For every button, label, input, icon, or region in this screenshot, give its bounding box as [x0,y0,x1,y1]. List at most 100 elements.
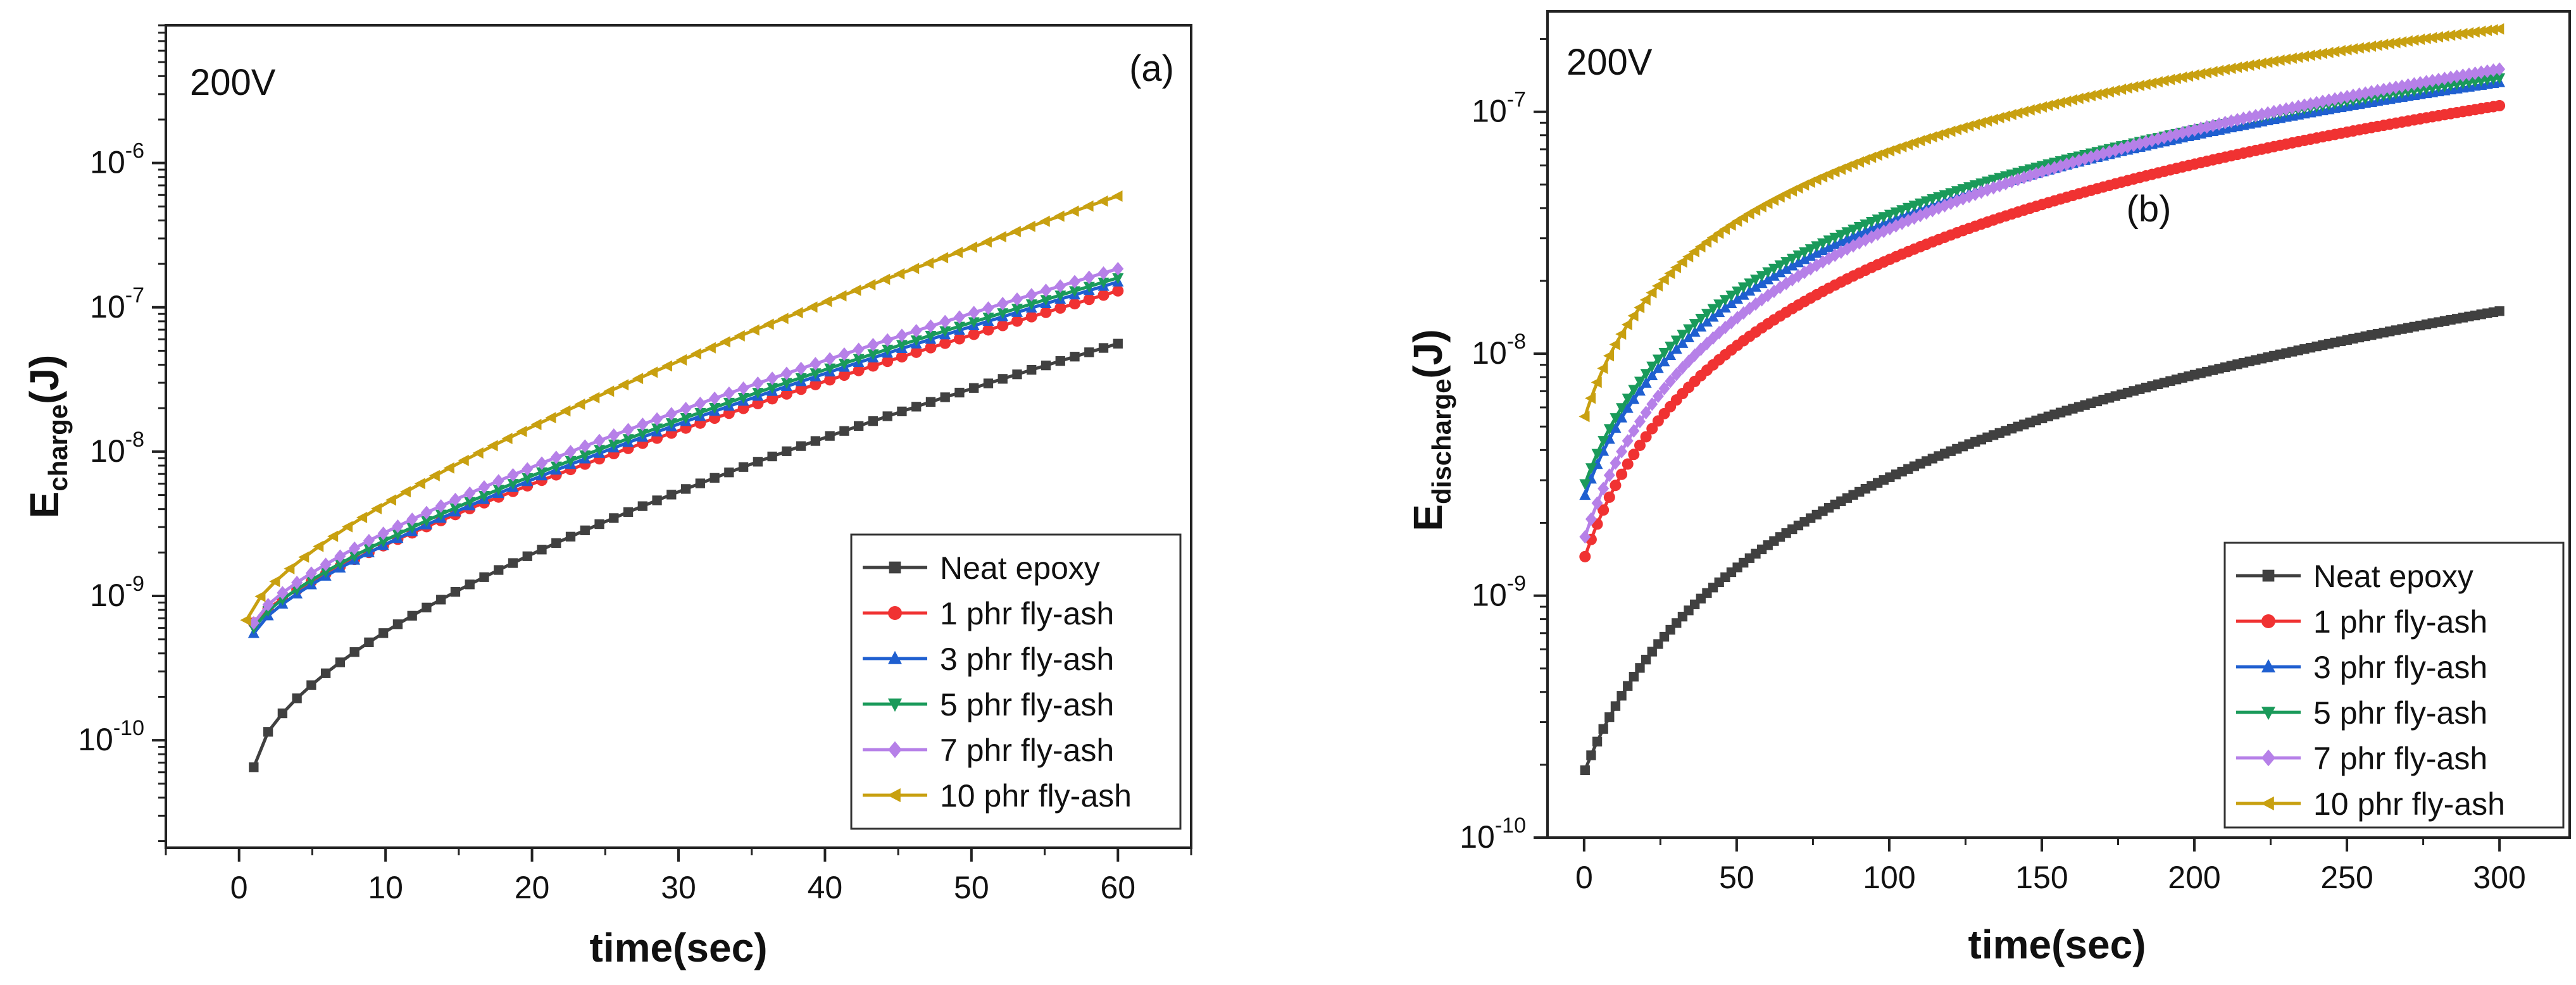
data-point [1701,309,1713,320]
data-point [1890,219,1902,233]
data-point [1878,212,1890,223]
data-point [522,551,532,561]
data-point [1604,712,1615,722]
data-point [1640,431,1652,443]
data-point [997,374,1008,384]
data-point [1112,273,1124,285]
data-point [2158,75,2169,87]
data-point [1635,663,1645,673]
data-point [838,369,850,381]
data-point [1835,245,1847,259]
legend-label: Neat epoxy [940,550,1100,586]
data-point [1112,285,1124,297]
data-point [1860,233,1872,247]
data-point [2084,90,2096,102]
data-point [1634,376,1646,388]
data-point [968,328,980,340]
data-point [680,484,691,494]
data-point [2494,100,2506,112]
axis-ticks: 0 10 20 30 40 50 60 10-10 10-9 10-8 10-7 10-6 [78,24,1192,905]
data-point [2048,98,2060,110]
data-point [2200,66,2211,78]
data-point [1586,750,1596,760]
y-axis-label-text: Echarge(J) [22,355,73,519]
data-point [1098,343,1109,353]
data-point [2292,51,2303,63]
data-point [780,378,792,389]
data-point [1651,280,1663,292]
data-point [349,551,361,562]
data-point [923,257,934,269]
data-point [997,319,1009,331]
data-point [896,328,908,342]
data-point [1591,449,1603,460]
data-point [1024,220,1035,232]
data-point [651,423,663,435]
data-point [839,426,849,436]
data-point [1634,439,1646,451]
data-point [1706,232,1718,244]
data-point [1689,326,1701,337]
data-point [2237,111,2249,125]
data-point [1718,223,1730,235]
data-point [1756,271,1768,282]
data-point [651,412,663,426]
data-point [508,558,518,568]
x-tick-label: 20 [515,870,550,905]
data-point [2475,25,2486,37]
data-point [1639,294,1651,306]
data-point [2432,31,2443,43]
data-point [1083,294,1095,306]
data-point [1804,244,1816,256]
data-point [1658,381,1670,396]
data-point [2450,28,2461,40]
series-neat-epoxy [249,338,1123,772]
data-point [968,306,980,319]
data-point [465,579,475,590]
data-point [2188,69,2199,81]
x-tick-label: 0 [1575,860,1593,895]
data-point [951,247,963,259]
data-point [2042,99,2053,111]
data-point [1597,481,1610,496]
data-point [680,402,692,416]
data-point [422,602,432,612]
data-point [1939,199,1951,213]
data-point [652,495,662,505]
data-point [1951,186,1963,197]
data-point [879,273,891,285]
legend-label: 10 phr fly-ash [2313,786,2505,822]
data-point [1677,330,1689,341]
data-point [1646,287,1657,299]
legend-marker [889,561,901,574]
legend-marker [2261,749,2275,767]
data-point [2030,102,2041,115]
data-point [1902,202,1914,214]
data-point [1641,654,1651,665]
data-point [1622,393,1634,405]
data-point [2158,130,2170,144]
data-point [2353,42,2364,54]
x-tick-label: 100 [1863,860,1915,895]
data-point [1622,458,1634,470]
data-point [1665,342,1677,353]
data-point [1097,195,1108,207]
data-point [835,290,847,302]
data-point [2285,52,2297,64]
data-point [254,590,266,602]
data-point [618,379,629,391]
data-point [780,366,792,381]
data-point [2176,71,2187,84]
data-point [867,349,879,361]
data-point [637,501,647,511]
data-point [320,567,332,578]
data-point [1591,376,1602,388]
data-point [1786,253,1798,265]
voltage-label: 200V [1566,42,1653,83]
data-point [1579,411,1590,423]
data-point [953,310,965,325]
data-point [594,433,606,448]
data-point [925,342,937,354]
data-point [1768,284,1780,299]
